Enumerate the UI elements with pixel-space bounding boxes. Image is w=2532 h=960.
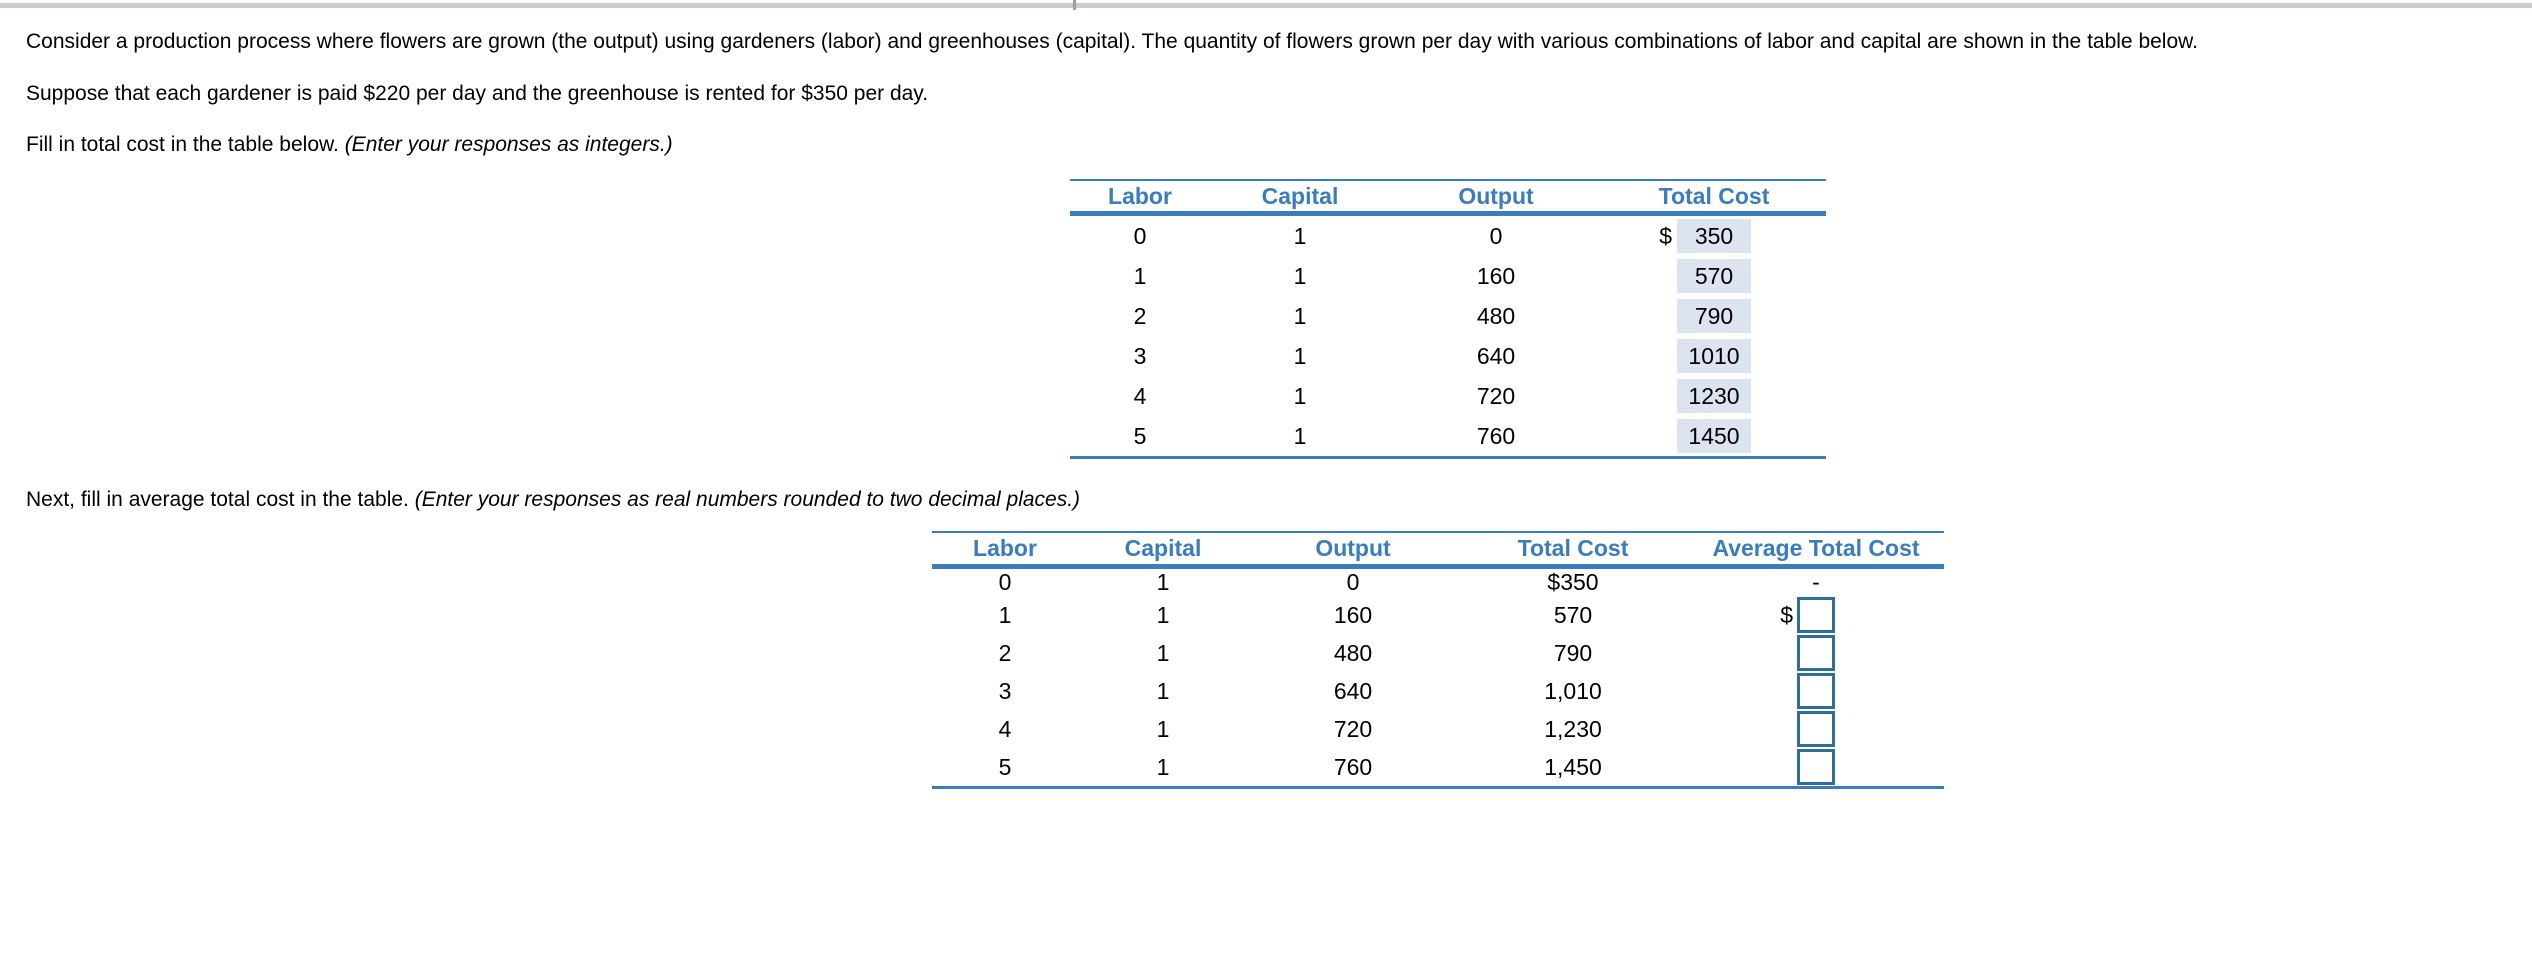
output-value: 640 (1476, 342, 1516, 369)
table-bottom-rule (932, 786, 1944, 789)
content-top-divider (0, 3, 2532, 8)
task2-note: (Enter your responses as real numbers ro… (414, 488, 1081, 511)
capital-value: 1 (1156, 753, 1170, 780)
task2-instruction: Next, fill in average total cost in the … (26, 486, 1080, 513)
average-total-cost-input[interactable] (1797, 597, 1835, 633)
labor-value: 4 (998, 715, 1012, 742)
capital-value: 1 (1293, 382, 1307, 409)
output-value: 760 (1476, 422, 1516, 449)
column-header-labor: Labor (973, 535, 1037, 561)
labor-value: 3 (1133, 342, 1147, 369)
table-row: 5 1 760 1,450 (932, 748, 1944, 786)
average-total-cost-input[interactable] (1797, 673, 1835, 709)
currency-prefix: $ (1780, 601, 1793, 628)
output-value: 480 (1476, 302, 1516, 329)
average-total-cost-input[interactable] (1797, 749, 1835, 785)
output-value: 0 (1489, 222, 1503, 249)
total-cost-input[interactable]: 1230 (1677, 379, 1751, 413)
table-row: 3 1 640 1,010 (932, 672, 1944, 710)
task1-instruction: Fill in total cost in the table below. (… (26, 131, 673, 158)
table-header-rule (932, 564, 1944, 569)
table-row: 0 1 0 $ 350 (1070, 216, 1826, 256)
capital-value: 1 (1293, 342, 1307, 369)
task1-text: Fill in total cost in the table below. (26, 133, 339, 156)
column-header-output: Output (1458, 182, 1534, 209)
total-cost-input[interactable]: 350 (1677, 219, 1751, 253)
table-row: 0 1 0 $350 - (932, 569, 1944, 596)
currency-prefix: $ (1659, 222, 1672, 249)
intro-paragraph-1: Consider a production process where flow… (26, 30, 2198, 53)
capital-value: 1 (1293, 262, 1307, 289)
labor-value: 1 (1133, 262, 1147, 289)
labor-value: 5 (998, 753, 1012, 780)
output-value: 160 (1476, 262, 1516, 289)
table-header-rule (1070, 211, 1826, 216)
column-header-total-cost: Total Cost (1517, 535, 1629, 561)
labor-value: 0 (998, 569, 1012, 595)
column-header-capital: Capital (1124, 535, 1202, 561)
table-row: 1 1 160 570 $ (932, 596, 1944, 634)
column-header-average-total-cost: Average Total Cost (1712, 535, 1920, 561)
average-total-cost-value: - (1812, 569, 1820, 595)
total-cost-value: 1,230 (1544, 715, 1602, 742)
table-row: 2 1 480 790 (1070, 296, 1826, 336)
table-row: 3 1 640 1010 (1070, 336, 1826, 376)
capital-value: 1 (1156, 715, 1170, 742)
table-header-row: Labor Capital Output Total Cost (1070, 181, 1826, 211)
total-cost-input[interactable]: 1010 (1677, 339, 1751, 373)
table-row: 4 1 720 1230 (1070, 376, 1826, 416)
column-header-output: Output (1315, 535, 1391, 561)
output-value: 480 (1333, 639, 1373, 666)
average-total-cost-input[interactable] (1797, 635, 1835, 671)
capital-value: 1 (1293, 222, 1307, 249)
column-header-total-cost: Total Cost (1658, 182, 1770, 209)
table-row: 1 1 160 570 (1070, 256, 1826, 296)
output-value: 0 (1346, 569, 1360, 595)
labor-value: 5 (1133, 422, 1147, 449)
total-cost-value: $350 (1547, 569, 1599, 595)
capital-value: 1 (1156, 601, 1170, 628)
average-total-cost-table: Labor Capital Output Total Cost Average … (932, 531, 1944, 789)
total-cost-table: Labor Capital Output Total Cost 0 1 0 $ … (1070, 179, 1826, 459)
table-header-row: Labor Capital Output Total Cost Average … (932, 533, 1944, 564)
labor-value: 1 (998, 601, 1012, 628)
table-top-rule (1070, 179, 1826, 181)
capital-value: 1 (1293, 422, 1307, 449)
labor-value: 4 (1133, 382, 1147, 409)
column-header-labor: Labor (1108, 182, 1172, 209)
table-bottom-rule (1070, 456, 1826, 459)
labor-value: 2 (998, 639, 1012, 666)
capital-value: 1 (1156, 639, 1170, 666)
output-value: 720 (1333, 715, 1373, 742)
total-cost-value: 790 (1553, 639, 1593, 666)
task2-text: Next, fill in average total cost in the … (26, 488, 409, 511)
total-cost-value: 570 (1553, 601, 1593, 628)
column-header-capital: Capital (1261, 182, 1339, 209)
table-top-rule (932, 531, 1944, 533)
output-value: 720 (1476, 382, 1516, 409)
output-value: 760 (1333, 753, 1373, 780)
labor-value: 3 (998, 677, 1012, 704)
total-cost-value: 1,450 (1544, 753, 1602, 780)
table-row: 4 1 720 1,230 (932, 710, 1944, 748)
intro-paragraph-2: Suppose that each gardener is paid $220 … (26, 82, 929, 105)
total-cost-input[interactable]: 570 (1677, 259, 1751, 293)
total-cost-input[interactable]: 790 (1677, 299, 1751, 333)
labor-value: 0 (1133, 222, 1147, 249)
table-row: 5 1 760 1450 (1070, 416, 1826, 456)
total-cost-input[interactable]: 1450 (1677, 419, 1751, 453)
labor-value: 2 (1133, 302, 1147, 329)
capital-value: 1 (1156, 677, 1170, 704)
average-total-cost-input[interactable] (1797, 711, 1835, 747)
total-cost-value: 1,010 (1544, 677, 1602, 704)
output-value: 160 (1333, 601, 1373, 628)
output-value: 640 (1333, 677, 1373, 704)
table-row: 2 1 480 790 (932, 634, 1944, 672)
top-divider-tick (1073, 0, 1076, 10)
capital-value: 1 (1156, 569, 1170, 595)
task1-note: (Enter your responses as integers.) (344, 133, 673, 156)
capital-value: 1 (1293, 302, 1307, 329)
